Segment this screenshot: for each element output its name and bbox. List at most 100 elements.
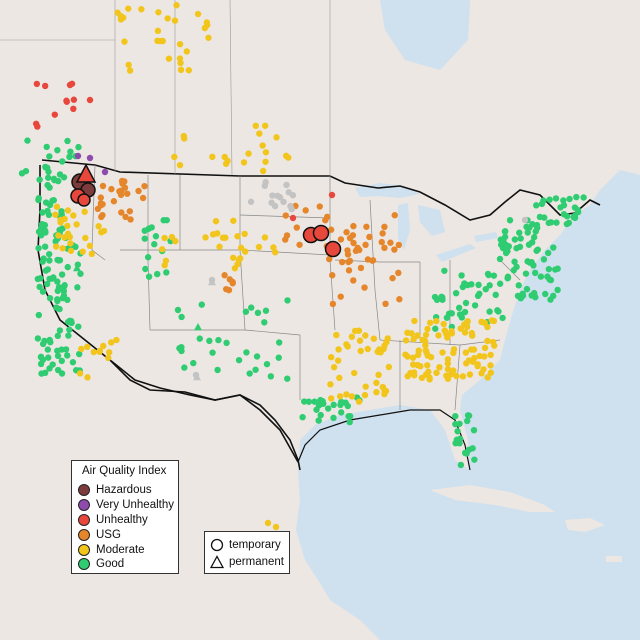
station-marker bbox=[45, 250, 53, 258]
station-marker bbox=[481, 353, 488, 360]
station-marker bbox=[443, 372, 450, 379]
legend-item-temporary: temporary bbox=[210, 537, 281, 553]
station-marker bbox=[86, 154, 94, 162]
station-type-legend: temporary permanent bbox=[204, 531, 290, 574]
station-marker bbox=[64, 137, 71, 145]
station-marker bbox=[504, 273, 512, 280]
station-marker bbox=[486, 308, 493, 315]
station-marker bbox=[571, 204, 579, 211]
province-lines bbox=[0, 0, 331, 176]
station-marker bbox=[202, 234, 209, 241]
station-marker bbox=[560, 197, 567, 204]
lake-erie bbox=[436, 244, 476, 262]
legend-label: Moderate bbox=[96, 544, 145, 556]
station-marker bbox=[59, 158, 66, 165]
station-marker bbox=[252, 366, 259, 373]
station-marker bbox=[540, 256, 548, 263]
station-marker bbox=[45, 354, 52, 361]
station-marker bbox=[378, 238, 385, 246]
station-marker bbox=[348, 333, 356, 340]
station-marker bbox=[24, 137, 31, 144]
station-marker bbox=[364, 345, 371, 353]
station-marker bbox=[452, 289, 460, 297]
station-marker bbox=[221, 153, 228, 161]
station-marker bbox=[46, 257, 53, 264]
station-marker bbox=[183, 48, 190, 55]
station-marker bbox=[67, 247, 75, 254]
station-marker bbox=[440, 320, 447, 328]
station-marker bbox=[113, 336, 120, 344]
station-marker bbox=[97, 202, 105, 209]
station-marker bbox=[338, 258, 346, 266]
station-marker bbox=[362, 332, 369, 339]
station-marker bbox=[64, 222, 71, 230]
station-marker bbox=[44, 346, 52, 353]
station-marker bbox=[387, 239, 394, 246]
station-marker bbox=[357, 264, 365, 272]
station-marker bbox=[135, 187, 142, 195]
station-marker bbox=[457, 461, 465, 469]
station-marker bbox=[35, 228, 43, 235]
station-marker bbox=[52, 243, 60, 250]
station-marker bbox=[337, 293, 344, 300]
station-marker bbox=[215, 336, 222, 344]
station-marker bbox=[264, 519, 272, 527]
station-marker bbox=[54, 296, 61, 303]
station-marker bbox=[554, 286, 561, 294]
station-marker bbox=[229, 278, 236, 286]
station-marker bbox=[515, 282, 522, 289]
station-marker bbox=[77, 270, 84, 277]
lake-huron bbox=[418, 205, 445, 236]
station-marker bbox=[108, 185, 115, 193]
station-marker bbox=[343, 341, 350, 348]
station-marker bbox=[46, 336, 53, 344]
station-marker bbox=[121, 38, 128, 45]
cuba-land bbox=[430, 485, 555, 512]
station-marker bbox=[223, 339, 230, 347]
station-marker bbox=[120, 14, 127, 21]
station-marker bbox=[90, 348, 97, 356]
station-marker bbox=[38, 220, 46, 228]
station-marker bbox=[34, 123, 41, 130]
station-marker bbox=[463, 450, 470, 457]
station-marker bbox=[96, 348, 103, 355]
station-marker bbox=[348, 393, 356, 400]
station-marker bbox=[422, 371, 430, 378]
station-marker bbox=[49, 197, 56, 204]
station-marker bbox=[464, 417, 471, 425]
legend-title: Air Quality Index bbox=[82, 465, 167, 477]
legend-item-moderate: Moderate bbox=[78, 543, 145, 557]
station-marker bbox=[301, 398, 308, 405]
station-marker bbox=[452, 439, 459, 447]
station-marker bbox=[73, 221, 80, 228]
station-marker bbox=[116, 188, 123, 195]
station-marker bbox=[553, 219, 560, 226]
station-marker bbox=[275, 339, 283, 346]
station-marker bbox=[64, 207, 72, 214]
station-marker bbox=[526, 224, 533, 231]
station-marker bbox=[424, 362, 431, 369]
station-marker bbox=[476, 290, 483, 297]
station-marker bbox=[462, 299, 470, 307]
station-marker bbox=[432, 325, 439, 332]
station-marker bbox=[58, 370, 66, 377]
station-marker bbox=[42, 199, 50, 206]
station-marker bbox=[474, 361, 482, 368]
station-marker bbox=[59, 245, 66, 252]
station-marker bbox=[84, 374, 91, 381]
station-marker bbox=[55, 232, 62, 239]
station-marker bbox=[435, 332, 442, 339]
station-marker bbox=[253, 353, 261, 360]
station-marker bbox=[346, 234, 354, 242]
station-marker bbox=[39, 356, 47, 364]
station-marker bbox=[35, 196, 42, 204]
station-marker bbox=[419, 336, 426, 344]
station-marker bbox=[77, 193, 91, 207]
station-marker bbox=[533, 202, 540, 209]
station-marker bbox=[100, 342, 107, 350]
station-marker bbox=[369, 257, 377, 264]
station-marker bbox=[333, 331, 340, 339]
station-marker bbox=[382, 300, 389, 308]
station-marker bbox=[243, 349, 250, 356]
station-marker bbox=[272, 523, 280, 531]
